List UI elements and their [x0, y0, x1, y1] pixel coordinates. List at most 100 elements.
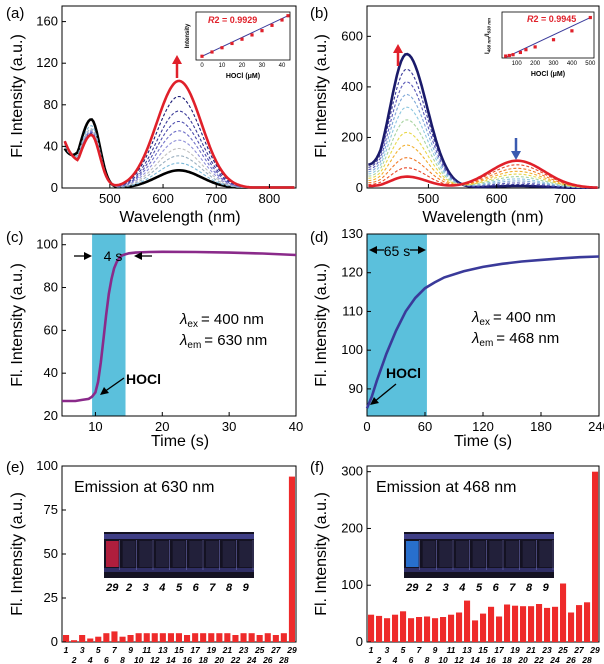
cuvette	[456, 541, 469, 567]
c-y-ticks: 20 40 60 80 100	[36, 237, 66, 423]
x-tick-label: 29	[589, 645, 600, 655]
b-inset-point	[511, 53, 515, 57]
b-series-curve	[368, 52, 598, 189]
a-series-curve	[63, 79, 295, 189]
cuvette-label: 8	[526, 582, 533, 594]
b-series-curve	[368, 119, 598, 189]
a-arrow-up	[172, 55, 182, 78]
c-hocl-label: HOCl	[126, 371, 161, 387]
panel-label-e: (e)	[6, 459, 24, 476]
y-tick-label: 0	[356, 180, 363, 195]
bar	[184, 635, 191, 642]
cuvette-label: 9	[543, 582, 550, 594]
x-tick-label: 11	[447, 645, 456, 655]
bar	[560, 583, 567, 642]
x-tick-label: 40	[289, 419, 303, 434]
cuvette	[122, 541, 136, 567]
cuvette-label: 4	[458, 582, 465, 594]
e-cuvette-photo: 29 2 3 4 5 6 7 8 9	[104, 532, 254, 594]
x-tick-label: 700	[205, 191, 227, 206]
d-x-ticks: 0 60 120 180 240	[363, 412, 604, 434]
bar	[392, 614, 399, 642]
photo-top-band	[104, 534, 254, 539]
b-inset-ylabel: I468 nm/I630 nm	[485, 18, 492, 54]
b-inset-point	[504, 54, 508, 58]
bar	[175, 633, 182, 642]
b-series-curve	[368, 93, 598, 189]
x-tick-label: 16	[182, 655, 192, 664]
x-tick-label: 6	[104, 655, 109, 664]
bar	[528, 606, 535, 642]
x-tick-label: 20	[214, 655, 225, 664]
b-series-curve	[368, 159, 598, 189]
bar	[167, 633, 174, 642]
x-tick-label: 500	[418, 191, 440, 206]
x-tick-label: 13	[158, 645, 168, 655]
f-y-label: Fl. Intensity (a.u.)	[313, 492, 330, 616]
y-tick-label: 600	[341, 28, 363, 43]
d-lambda-em: λem = 468 nm	[471, 330, 559, 349]
bar	[432, 618, 439, 642]
bar	[264, 633, 271, 642]
d-x-label: Time (s)	[454, 433, 512, 450]
y-tick-label: 75	[44, 502, 58, 517]
c-x-ticks: 10 20 30 40	[88, 412, 303, 434]
d-hocl-annotation: HOCl	[370, 365, 421, 405]
x-tick-label: 9	[433, 645, 438, 655]
bar	[248, 633, 255, 642]
bar	[159, 633, 166, 642]
bar	[95, 636, 102, 642]
b-inset-x-tick: 400	[567, 61, 578, 67]
c-lambda-em: λem = 630 nm	[179, 332, 267, 351]
cuvette-label: 29	[105, 582, 119, 594]
bar	[424, 616, 431, 642]
d-y-label: Fl. Intensity (a.u.)	[313, 263, 330, 387]
y-tick-label: 110	[342, 303, 363, 318]
y-tick-label: 200	[341, 520, 363, 535]
bar	[568, 612, 575, 642]
d-y-ticks: 90 100 110 120 130	[341, 226, 371, 396]
x-tick-label: 3	[80, 645, 85, 655]
bar	[384, 618, 391, 642]
b-inset-x-tick: 500	[585, 61, 596, 67]
bar	[256, 635, 263, 642]
a-curves	[63, 79, 295, 189]
bar	[512, 605, 519, 642]
photo-top-band	[404, 534, 554, 539]
x-tick-label: 14	[470, 655, 480, 664]
x-tick-label: 15	[174, 645, 184, 655]
x-tick-label: 500	[99, 191, 121, 206]
x-tick-label: 12	[150, 655, 160, 664]
x-tick-label: 30	[222, 419, 236, 434]
e-x-ticks: 1234567891011121314151617181920212223242…	[64, 645, 297, 664]
bar	[536, 604, 543, 642]
cuvette-label: 7	[509, 582, 516, 594]
y-tick-label: 50	[44, 546, 58, 561]
b-inset-point	[524, 48, 528, 52]
bar	[584, 602, 591, 642]
x-tick-label: 18	[502, 655, 512, 664]
x-tick-label: 29	[286, 645, 297, 655]
y-tick-label: 60	[44, 322, 58, 337]
x-tick-label: 9	[128, 645, 133, 655]
cuvette	[422, 541, 436, 567]
c-shade-label: 4 s	[104, 248, 123, 264]
b-inset-point	[551, 38, 556, 42]
a-inset-point	[260, 29, 264, 33]
a-y-label: Fl. Intensity (a.u.)	[9, 34, 26, 158]
c-x-label: Time (s)	[151, 433, 209, 450]
y-tick-label: 400	[341, 79, 363, 94]
bar	[520, 606, 527, 642]
y-tick-label: 120	[36, 55, 58, 70]
cuvette-label: 5	[476, 582, 483, 594]
panel-label-c: (c)	[6, 229, 24, 246]
b-series-curve	[368, 81, 598, 189]
x-tick-label: 700	[554, 191, 576, 206]
cuvette	[172, 541, 186, 567]
x-tick-label: 24	[246, 655, 257, 664]
a-inset-r2: R2 = 0.9929	[208, 15, 257, 25]
x-tick-label: 10	[88, 419, 102, 434]
y-tick-label: 300	[341, 464, 363, 479]
b-series-curve	[368, 68, 598, 189]
b-inset-point	[570, 29, 574, 33]
